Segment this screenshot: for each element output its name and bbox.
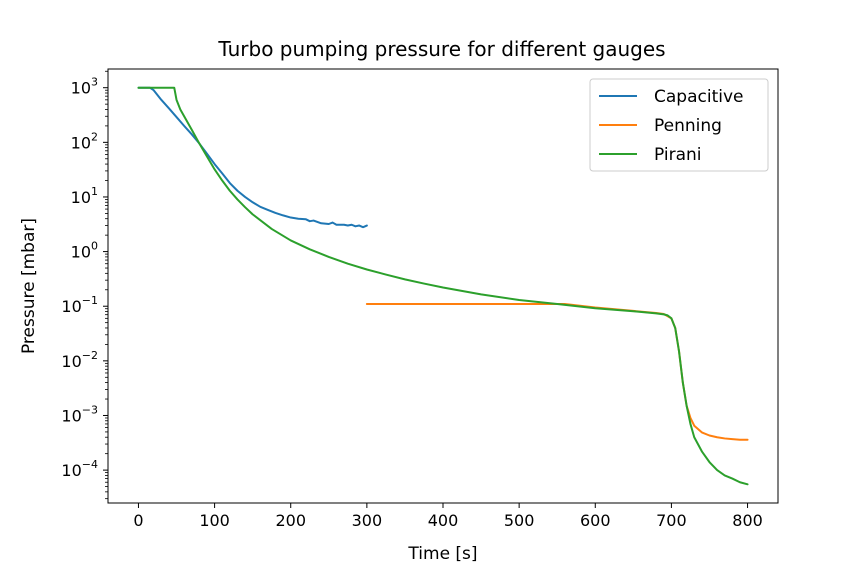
chart-title: Turbo pumping pressure for different gau… [217, 37, 665, 61]
y-tick-label: 101 [71, 185, 98, 207]
x-tick-label: 0 [133, 511, 143, 530]
y-tick-label: 10−1 [61, 294, 98, 316]
legend-label: Penning [654, 116, 722, 136]
y-tick-label: 100 [71, 240, 98, 262]
series-line-capacitive [137, 86, 368, 229]
legend-label: Capacitive [654, 87, 743, 107]
plot-frame [107, 68, 779, 504]
x-tick-label: 300 [352, 511, 383, 530]
series-layer [137, 86, 749, 486]
x-axis-label: Time [s] [407, 544, 477, 564]
y-tick-label: 103 [71, 76, 98, 98]
y-tick-label: 10−3 [61, 403, 98, 425]
x-tick-label: 600 [580, 511, 611, 530]
x-tick-label: 200 [275, 511, 306, 530]
legend-box [589, 78, 769, 172]
legend-label: Pirani [654, 145, 702, 165]
y-axis-label: Pressure [mbar] [19, 218, 39, 354]
y-tick-label: 10−2 [61, 349, 98, 371]
y-tick-label: 102 [71, 130, 98, 152]
y-tick-label: 10−4 [61, 458, 98, 480]
legend: Capacitive Penning Pirani [589, 78, 769, 172]
ticks-layer: 0 100 200 300 400 500 600 700 800 103 102 101 100 10−… [61, 70, 763, 530]
x-tick-label: 800 [732, 511, 763, 530]
x-tick-label: 400 [428, 511, 459, 530]
series-line-pirani [137, 86, 749, 486]
x-tick-label: 500 [504, 511, 535, 530]
x-tick-label: 100 [199, 511, 230, 530]
x-tick-label: 700 [656, 511, 687, 530]
